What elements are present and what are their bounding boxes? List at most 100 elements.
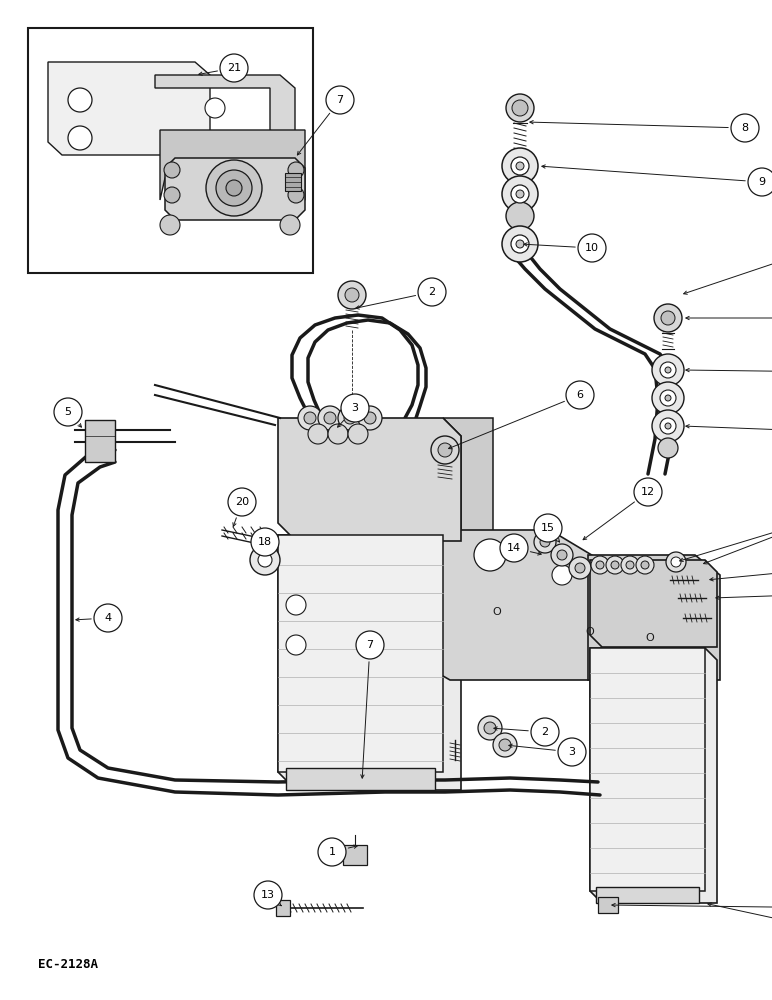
Circle shape bbox=[298, 406, 322, 430]
Text: 21: 21 bbox=[227, 63, 241, 73]
Circle shape bbox=[660, 362, 676, 378]
Circle shape bbox=[516, 162, 524, 170]
Text: 3: 3 bbox=[351, 403, 358, 413]
Circle shape bbox=[511, 157, 529, 175]
Text: 12: 12 bbox=[641, 487, 655, 497]
Circle shape bbox=[54, 398, 82, 426]
Circle shape bbox=[506, 94, 534, 122]
Circle shape bbox=[68, 88, 92, 112]
Circle shape bbox=[308, 424, 328, 444]
Polygon shape bbox=[278, 535, 443, 772]
Text: 2: 2 bbox=[428, 287, 435, 297]
Polygon shape bbox=[343, 845, 367, 865]
Circle shape bbox=[626, 561, 634, 569]
Bar bbox=[28, 28, 313, 273]
Circle shape bbox=[288, 162, 304, 178]
Polygon shape bbox=[443, 418, 493, 573]
Circle shape bbox=[502, 176, 538, 212]
Circle shape bbox=[558, 738, 586, 766]
Circle shape bbox=[591, 556, 609, 574]
Circle shape bbox=[634, 614, 666, 646]
Text: O: O bbox=[645, 633, 655, 643]
Circle shape bbox=[506, 202, 534, 230]
Circle shape bbox=[164, 162, 180, 178]
Circle shape bbox=[652, 410, 684, 442]
Circle shape bbox=[512, 100, 528, 116]
Circle shape bbox=[418, 278, 446, 306]
Circle shape bbox=[596, 561, 604, 569]
Text: 5: 5 bbox=[65, 407, 72, 417]
Polygon shape bbox=[360, 530, 625, 680]
Circle shape bbox=[216, 170, 252, 206]
Circle shape bbox=[665, 395, 671, 401]
Text: 14: 14 bbox=[507, 543, 521, 553]
Circle shape bbox=[356, 631, 384, 659]
Polygon shape bbox=[276, 900, 290, 916]
Circle shape bbox=[478, 716, 502, 740]
Text: 7: 7 bbox=[337, 95, 344, 105]
Polygon shape bbox=[286, 768, 435, 790]
Circle shape bbox=[338, 281, 366, 309]
Circle shape bbox=[516, 240, 524, 248]
Text: EC-2128A: EC-2128A bbox=[38, 958, 98, 972]
Circle shape bbox=[661, 311, 675, 325]
Circle shape bbox=[534, 514, 562, 542]
Circle shape bbox=[516, 190, 524, 198]
Circle shape bbox=[431, 436, 459, 464]
Circle shape bbox=[228, 488, 256, 516]
Circle shape bbox=[636, 556, 654, 574]
Circle shape bbox=[569, 557, 591, 579]
Circle shape bbox=[304, 412, 316, 424]
Circle shape bbox=[493, 733, 517, 757]
Polygon shape bbox=[596, 887, 699, 903]
Circle shape bbox=[160, 215, 180, 235]
Text: O: O bbox=[493, 607, 501, 617]
Circle shape bbox=[226, 180, 242, 196]
Circle shape bbox=[502, 226, 538, 262]
Circle shape bbox=[345, 288, 359, 302]
Circle shape bbox=[280, 215, 300, 235]
Circle shape bbox=[94, 604, 122, 632]
Circle shape bbox=[748, 168, 772, 196]
Circle shape bbox=[318, 406, 342, 430]
Text: 13: 13 bbox=[261, 890, 275, 900]
Circle shape bbox=[328, 424, 348, 444]
Circle shape bbox=[511, 235, 529, 253]
Circle shape bbox=[286, 635, 306, 655]
Polygon shape bbox=[590, 560, 717, 647]
Circle shape bbox=[206, 160, 262, 216]
Text: 4: 4 bbox=[104, 613, 112, 623]
Circle shape bbox=[641, 561, 649, 569]
Circle shape bbox=[348, 424, 368, 444]
Circle shape bbox=[474, 539, 506, 571]
Circle shape bbox=[258, 553, 272, 567]
Text: 7: 7 bbox=[367, 640, 374, 650]
Circle shape bbox=[288, 187, 304, 203]
Text: 2: 2 bbox=[541, 727, 549, 737]
Polygon shape bbox=[155, 75, 295, 198]
Polygon shape bbox=[165, 158, 305, 220]
Polygon shape bbox=[160, 130, 305, 200]
Circle shape bbox=[318, 838, 346, 866]
Text: 3: 3 bbox=[568, 747, 575, 757]
Polygon shape bbox=[85, 420, 115, 462]
Polygon shape bbox=[598, 897, 618, 913]
Circle shape bbox=[500, 534, 528, 562]
Circle shape bbox=[164, 187, 180, 203]
Circle shape bbox=[251, 528, 279, 556]
Text: 20: 20 bbox=[235, 497, 249, 507]
Circle shape bbox=[220, 54, 248, 82]
Circle shape bbox=[484, 722, 496, 734]
Circle shape bbox=[534, 531, 556, 553]
Circle shape bbox=[575, 563, 585, 573]
Circle shape bbox=[341, 394, 369, 422]
Circle shape bbox=[324, 412, 336, 424]
Circle shape bbox=[438, 443, 452, 457]
Circle shape bbox=[660, 418, 676, 434]
Circle shape bbox=[665, 367, 671, 373]
Circle shape bbox=[551, 544, 573, 566]
Circle shape bbox=[344, 412, 356, 424]
Circle shape bbox=[286, 595, 306, 615]
Circle shape bbox=[68, 126, 92, 150]
Circle shape bbox=[511, 185, 529, 203]
